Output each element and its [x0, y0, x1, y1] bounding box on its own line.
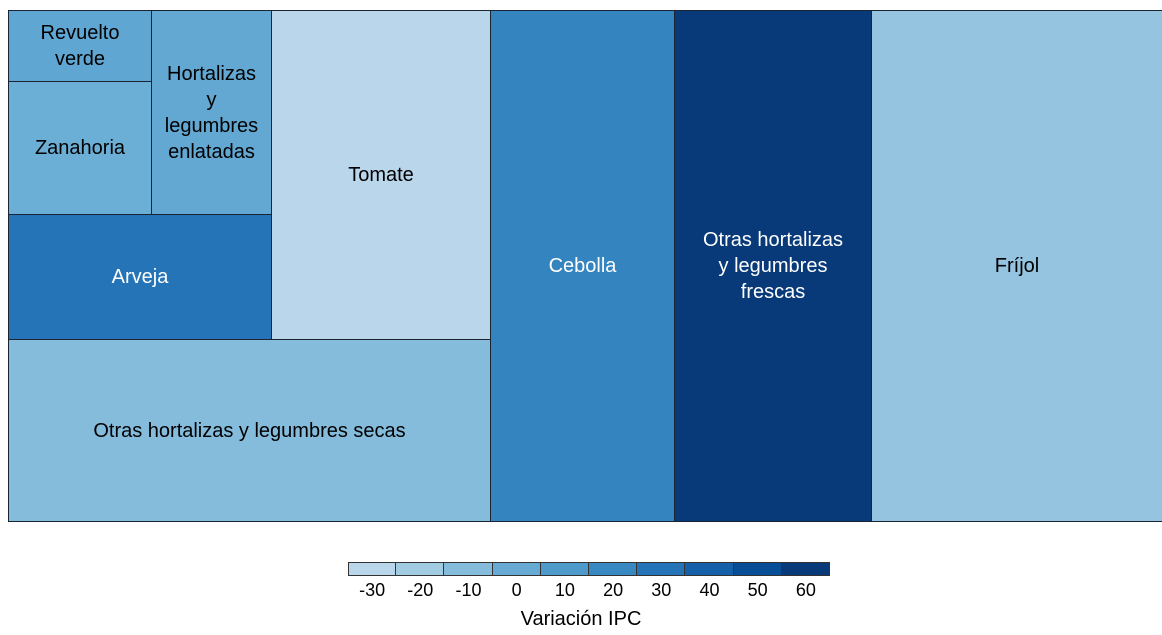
legend-swatch	[444, 562, 493, 576]
cell-label: Fríjol	[994, 255, 1040, 277]
legend-swatch	[637, 562, 686, 576]
legend-swatch	[348, 562, 397, 576]
cell-label: Arveja	[111, 266, 169, 288]
legend-tick-label: 0	[511, 580, 522, 600]
legend-tick-label: 40	[699, 580, 720, 600]
treemap: Fríjol Otras hortalizas y legumbres fresc…	[8, 10, 1162, 522]
treemap-cell: Arveja	[8, 214, 272, 340]
cell-label: Cebolla	[548, 255, 617, 277]
legend-swatch	[781, 562, 830, 576]
legend-tick-label: -10	[455, 580, 482, 600]
cell-label: Otras hortalizas y legumbres frescas	[702, 229, 844, 303]
cell-label: Hortalizas y legumbres enlatadas	[164, 62, 259, 163]
treemap-cell: Hortalizas y legumbres enlatadas	[151, 10, 272, 215]
legend-tick-label: 30	[651, 580, 672, 600]
legend-tick-label: 60	[795, 580, 816, 600]
legend-swatch	[396, 562, 445, 576]
legend-tick-label: 20	[603, 580, 624, 600]
legend-swatch	[589, 562, 638, 576]
treemap-cell: Tomate	[271, 10, 491, 340]
cell-label: Tomate	[348, 164, 414, 186]
treemap-cell: Revuelto verde	[8, 10, 152, 82]
legend-tick-label: -30	[359, 580, 386, 600]
treemap-cell: Fríjol	[871, 10, 1162, 522]
legend-tick-label: 50	[747, 580, 768, 600]
cell-label: Otras hortalizas y legumbres secas	[93, 419, 406, 442]
legend-tick-label: 10	[554, 580, 575, 600]
treemap-cell: Otras hortalizas y legumbres secas	[8, 339, 491, 522]
treemap-cell: Zanahoria	[8, 81, 152, 215]
legend-tick-label: -20	[407, 580, 434, 600]
legend-swatch	[733, 562, 782, 576]
treemap-cell: Cebolla	[490, 10, 675, 522]
legend-swatch	[685, 562, 734, 576]
cell-label: Zanahoria	[34, 137, 126, 159]
treemap-cell: Otras hortalizas y legumbres frescas	[674, 10, 872, 522]
legend-title: Variación IPC	[520, 608, 642, 630]
cell-label: Revuelto verde	[40, 22, 120, 70]
legend-swatch	[540, 562, 589, 576]
legend: Variación IPC -30 -20 -10 0 10 20 30 40 50 60	[0, 550, 1162, 635]
legend-swatch	[492, 562, 541, 576]
